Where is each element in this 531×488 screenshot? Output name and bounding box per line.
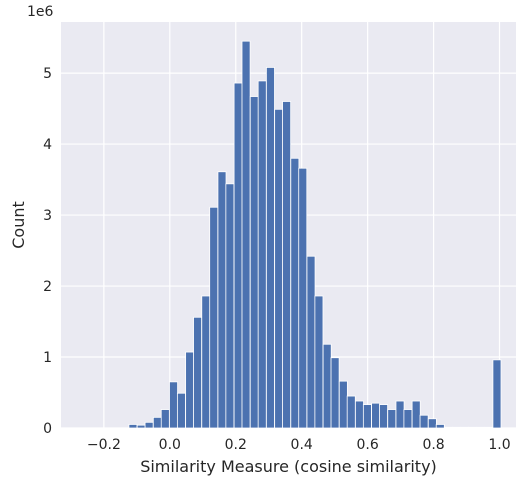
histogram-bar: [379, 404, 388, 429]
histogram-bar: [185, 351, 195, 429]
histogram-bar: [201, 295, 211, 429]
histogram-bar: [209, 206, 219, 429]
histogram-bar: [266, 67, 275, 429]
y-tick-label: 0: [43, 421, 52, 437]
histogram-bar: [136, 424, 146, 429]
x-tick-label: 0.4: [291, 437, 313, 453]
histogram-bar: [241, 40, 251, 429]
histogram-bar: [249, 96, 259, 429]
histogram-bar: [217, 171, 227, 429]
histogram-bar: [233, 82, 243, 429]
histogram-bar: [298, 167, 308, 429]
histogram-bar: [451, 426, 461, 429]
histogram-bar: [169, 381, 178, 429]
histogram-bar: [427, 418, 437, 429]
histogram-bar: [403, 409, 413, 429]
histogram-bar: [484, 426, 494, 429]
y-tick-label: 2: [43, 279, 52, 295]
histogram-bar: [193, 316, 203, 429]
y-axis-label: Count: [9, 201, 28, 249]
histogram-bar: [144, 421, 154, 429]
histogram-bar: [152, 416, 162, 429]
y-tick-label: 1: [43, 350, 52, 366]
histogram-bar: [419, 414, 429, 429]
x-axis-label: Similarity Measure (cosine similarity): [140, 457, 437, 476]
y-scale-offset-label: 1e6: [27, 4, 54, 20]
histogram-bar: [225, 183, 235, 429]
y-tick-label: 4: [43, 137, 52, 153]
histogram-bar: [435, 424, 445, 429]
histogram-bars: [128, 40, 502, 429]
x-tick-labels: −0.2 0.0 0.2 0.4 0.6 0.8 1.0: [87, 437, 511, 453]
histogram-bar: [395, 400, 405, 429]
histogram-bar: [362, 404, 372, 429]
histogram-bar: [274, 108, 284, 429]
histogram-bar: [306, 255, 316, 429]
histogram-bar: [355, 400, 364, 429]
histogram-bar: [444, 426, 453, 429]
x-tick-label: 0.2: [225, 437, 247, 453]
histogram-bar: [257, 80, 267, 429]
histogram-bar: [282, 101, 292, 429]
y-tick-label: 5: [43, 66, 52, 82]
y-tick-label: 3: [43, 208, 52, 224]
x-tick-label: 0.0: [159, 437, 181, 453]
histogram-bar: [346, 395, 356, 429]
histogram-bar: [492, 359, 502, 429]
histogram-bar: [128, 424, 138, 429]
histogram-bar: [314, 295, 324, 429]
histogram-bar: [338, 380, 348, 429]
histogram-bar: [160, 409, 170, 429]
histogram-bar: [476, 426, 486, 429]
histogram-bar: [460, 426, 470, 429]
x-tick-label: 0.8: [422, 437, 444, 453]
histogram-bar: [322, 343, 332, 429]
histogram-bar: [176, 392, 186, 429]
histogram-bar: [468, 426, 478, 429]
histogram-bar: [387, 409, 397, 429]
x-tick-label: −0.2: [87, 437, 121, 453]
y-tick-labels: 0 1 2 3 4 5: [43, 66, 52, 437]
x-tick-label: 0.6: [356, 437, 378, 453]
histogram-bar: [411, 400, 421, 429]
x-tick-label: 1.0: [488, 437, 510, 453]
histogram-bar: [330, 357, 340, 429]
histogram-bar: [371, 402, 381, 429]
histogram-bar: [290, 157, 300, 429]
